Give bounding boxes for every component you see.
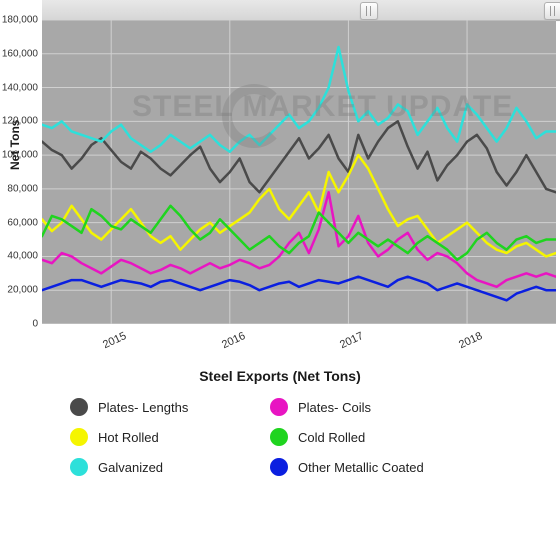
legend-swatch — [70, 398, 88, 416]
series-line[interactable] — [42, 121, 556, 192]
series-line[interactable] — [42, 155, 556, 256]
x-tick-label: 2017 — [338, 330, 365, 351]
legend-swatch — [270, 398, 288, 416]
time-scrubber[interactable] — [42, 0, 560, 21]
plot-area[interactable]: STEEL MARKET UPDATE — [42, 20, 556, 324]
y-tick-label: 60,000 — [7, 217, 38, 228]
legend-swatch — [70, 458, 88, 476]
y-tick-label: 20,000 — [7, 285, 38, 296]
legend-label: Galvanized — [98, 460, 163, 475]
y-tick-label: 100,000 — [2, 150, 38, 161]
legend-label: Cold Rolled — [298, 430, 365, 445]
y-tick-label: 80,000 — [7, 183, 38, 194]
legend-label: Plates- Coils — [298, 400, 371, 415]
scrub-handle-right[interactable] — [544, 2, 560, 20]
legend-swatch — [270, 458, 288, 476]
legend-item-plates-coils[interactable]: Plates- Coils — [270, 398, 490, 416]
y-tick-label: 0 — [32, 319, 38, 330]
y-axis: 020,00040,00060,00080,000100,000120,0001… — [0, 20, 42, 324]
legend-swatch — [270, 428, 288, 446]
legend-item-hot-rolled[interactable]: Hot Rolled — [70, 428, 260, 446]
x-tick-label: 2015 — [101, 330, 128, 351]
y-tick-label: 120,000 — [2, 116, 38, 127]
legend-label: Hot Rolled — [98, 430, 159, 445]
legend-item-cold-rolled[interactable]: Cold Rolled — [270, 428, 490, 446]
y-tick-label: 180,000 — [2, 15, 38, 26]
legend-item-galvanized[interactable]: Galvanized — [70, 458, 260, 476]
y-tick-label: 140,000 — [2, 82, 38, 93]
legend-label: Other Metallic Coated — [298, 460, 424, 475]
scrub-handle-left[interactable] — [360, 2, 378, 20]
legend: Plates- Lengths Plates- Coils Hot Rolled Co… — [0, 398, 560, 476]
x-tick-label: 2016 — [220, 330, 247, 351]
y-tick-label: 40,000 — [7, 251, 38, 262]
x-axis: 2015 2016 2017 2018 — [42, 324, 556, 354]
y-tick-label: 160,000 — [2, 48, 38, 59]
x-axis-title: Steel Exports (Net Tons) — [0, 368, 560, 384]
x-tick-label: 2018 — [457, 330, 484, 351]
chart-container: Show all Net Tons 020,00040,00060,00080,… — [0, 0, 560, 534]
legend-swatch — [70, 428, 88, 446]
legend-item-plates-lengths[interactable]: Plates- Lengths — [70, 398, 260, 416]
legend-label: Plates- Lengths — [98, 400, 188, 415]
legend-item-other-metallic[interactable]: Other Metallic Coated — [270, 458, 490, 476]
